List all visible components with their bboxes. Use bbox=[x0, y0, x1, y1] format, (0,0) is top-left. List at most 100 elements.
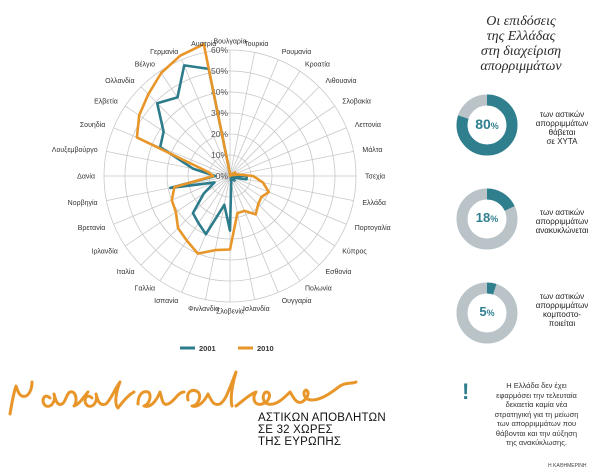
note-line: των απορριμμάτων που bbox=[496, 419, 577, 428]
grid-spoke bbox=[229, 151, 354, 177]
stat-line: θάβεται bbox=[548, 128, 576, 137]
category-label: Νορβηγία bbox=[68, 199, 98, 207]
grid-spoke bbox=[229, 86, 320, 177]
category-label: Αυστρία bbox=[191, 40, 216, 48]
radar-series bbox=[135, 42, 271, 255]
note-text: Η Ελλάδα δεν έχει εφαρμόσει την τελευταί… bbox=[474, 381, 599, 448]
category-label: Ρουμανία bbox=[282, 48, 312, 56]
stat-line: απορριμμάτων bbox=[535, 119, 589, 128]
category-label: Λιθουανία bbox=[326, 77, 357, 85]
category-label: Δανία bbox=[77, 173, 95, 181]
donut-pct-recycling: 18% bbox=[452, 210, 522, 225]
note-line: Η Ελλάδα δεν έχει bbox=[506, 381, 567, 390]
grid-spoke bbox=[125, 175, 231, 247]
exclamation-icon: ! bbox=[462, 379, 470, 404]
category-label: Βέλγιο bbox=[135, 60, 155, 68]
donut-arc-compost bbox=[456, 282, 518, 344]
category-label: Τουρκία bbox=[244, 40, 268, 48]
category-label: Σουηδία bbox=[80, 121, 105, 129]
category-label: Ελλάδα bbox=[362, 199, 386, 207]
stat-line: απορριμμάτων bbox=[535, 217, 589, 226]
stat-text-landfill: των αστικών απορριμμάτων θάβεται σε ΧΥΤΑ bbox=[525, 110, 599, 146]
headline-subtitle: ΑΣΤΙΚΩΝ ΑΠΟΒΛΗΤΩΝ ΣΕ 32 ΧΩΡΕΣ ΤΗΣ ΕΥΡΩΠΗ… bbox=[258, 412, 386, 448]
legend-label-2010: 2010 bbox=[257, 344, 274, 353]
radial-tick-label: 20% bbox=[211, 129, 228, 139]
stat-line: απορριμμάτων bbox=[535, 301, 589, 310]
donut-compost bbox=[456, 282, 518, 344]
grid-spoke bbox=[159, 175, 231, 281]
side-title-line: απορριμμάτων bbox=[480, 59, 562, 74]
grid-spoke bbox=[125, 105, 231, 177]
category-label: Τσεχία bbox=[365, 173, 385, 181]
radial-tick-label: 30% bbox=[211, 108, 228, 118]
grid-spoke bbox=[229, 71, 301, 177]
stat-line: σε ΧΥΤΑ bbox=[546, 137, 578, 146]
category-label: Γαλλία bbox=[134, 285, 155, 293]
category-label: Ιταλία bbox=[117, 268, 135, 276]
grid-spoke bbox=[229, 175, 354, 201]
category-label: Φινλανδία bbox=[188, 305, 219, 313]
radar-grid bbox=[103, 49, 357, 303]
grid-spoke bbox=[229, 127, 347, 177]
category-label: Εσθονία bbox=[326, 268, 352, 276]
subtitle-line: ΣΕ 32 ΧΩΡΕΣ bbox=[258, 424, 333, 436]
category-label: Σλοβενία bbox=[216, 308, 244, 316]
subtitle-line: ΑΣΤΙΚΩΝ ΑΠΟΒΛΗΤΩΝ bbox=[258, 412, 386, 424]
grid-spoke bbox=[229, 175, 347, 225]
pct-sign: % bbox=[490, 214, 499, 224]
side-title-line: της Ελλάδας bbox=[486, 29, 556, 44]
series-line-2001 bbox=[155, 64, 249, 236]
radial-tick-label: 40% bbox=[211, 87, 228, 97]
pct-value: 5 bbox=[479, 304, 487, 319]
category-label: Ισπανία bbox=[154, 297, 178, 305]
note-line: στρατηγική για τη μείωση bbox=[494, 409, 579, 419]
grid-spoke bbox=[229, 175, 320, 266]
radial-ticks: 0% 10% 20% 30% 40% 50% 60% bbox=[211, 45, 228, 181]
radial-tick-label: 50% bbox=[211, 66, 228, 76]
category-label: Κύπρος bbox=[342, 248, 367, 256]
category-label: Μάλτα bbox=[362, 146, 382, 154]
note-line: δεκαετία καμία νέα bbox=[505, 400, 568, 409]
grid-spoke bbox=[159, 71, 231, 177]
category-label: Πολωνία bbox=[305, 285, 332, 293]
radial-tick-label: 10% bbox=[211, 150, 228, 160]
grid-spoke bbox=[229, 52, 255, 177]
pct-sign: % bbox=[486, 308, 495, 318]
category-label: Σλοβακία bbox=[342, 98, 371, 106]
stat-text-compost: των αστικών απορριμμάτων κομποστο- ποιεί… bbox=[525, 292, 599, 328]
side-title-line: Οι επιδόσεις bbox=[486, 14, 556, 29]
side-title: Οι επιδόσεις της Ελλάδας στη διαχείριση … bbox=[446, 14, 596, 74]
category-label: Γερμανία bbox=[150, 48, 178, 56]
grid-spoke bbox=[229, 59, 279, 177]
grid-spoke bbox=[140, 175, 231, 266]
legend-label-2001: 2001 bbox=[199, 344, 216, 353]
note-line: θάβονται και την αύξηση bbox=[495, 428, 578, 438]
stat-line: ανακυκλώνεται bbox=[535, 226, 589, 235]
category-label: Ελβετία bbox=[94, 98, 118, 106]
donut-landfill bbox=[456, 94, 518, 156]
category-label: Ιρλανδία bbox=[92, 248, 118, 256]
pct-value: 18 bbox=[475, 210, 491, 225]
grid-spoke bbox=[229, 105, 335, 177]
grid-spoke bbox=[106, 175, 231, 201]
category-label: Ισλανδία bbox=[243, 305, 270, 313]
donut-arc-recycling bbox=[456, 188, 518, 250]
note-line: της ανακύκλωσης. bbox=[506, 438, 567, 447]
side-title-line: στη διαχείριση bbox=[480, 44, 562, 59]
stat-line: των αστικών bbox=[539, 208, 585, 217]
category-label: Ολλανδία bbox=[105, 77, 134, 85]
donut-arc-landfill bbox=[456, 94, 518, 156]
category-label: Λουξεμβούργο bbox=[52, 146, 98, 154]
stat-line: των αστικών bbox=[539, 292, 585, 301]
grid-spoke bbox=[229, 175, 279, 293]
grid-spoke bbox=[229, 175, 255, 300]
category-label: Πορτογαλία bbox=[355, 224, 391, 232]
stat-text-recycling: των αστικών απορριμμάτων ανακυκλώνεται bbox=[525, 208, 599, 235]
credit: Η ΚΑΘΗΜΕΡΙΝΗ bbox=[548, 463, 587, 469]
grid-spoke bbox=[229, 175, 335, 247]
headline-script-logo bbox=[8, 370, 358, 416]
stat-line: κομποστο- bbox=[543, 310, 581, 319]
note-line: εφαρμόσει την τελευταία bbox=[496, 390, 577, 400]
